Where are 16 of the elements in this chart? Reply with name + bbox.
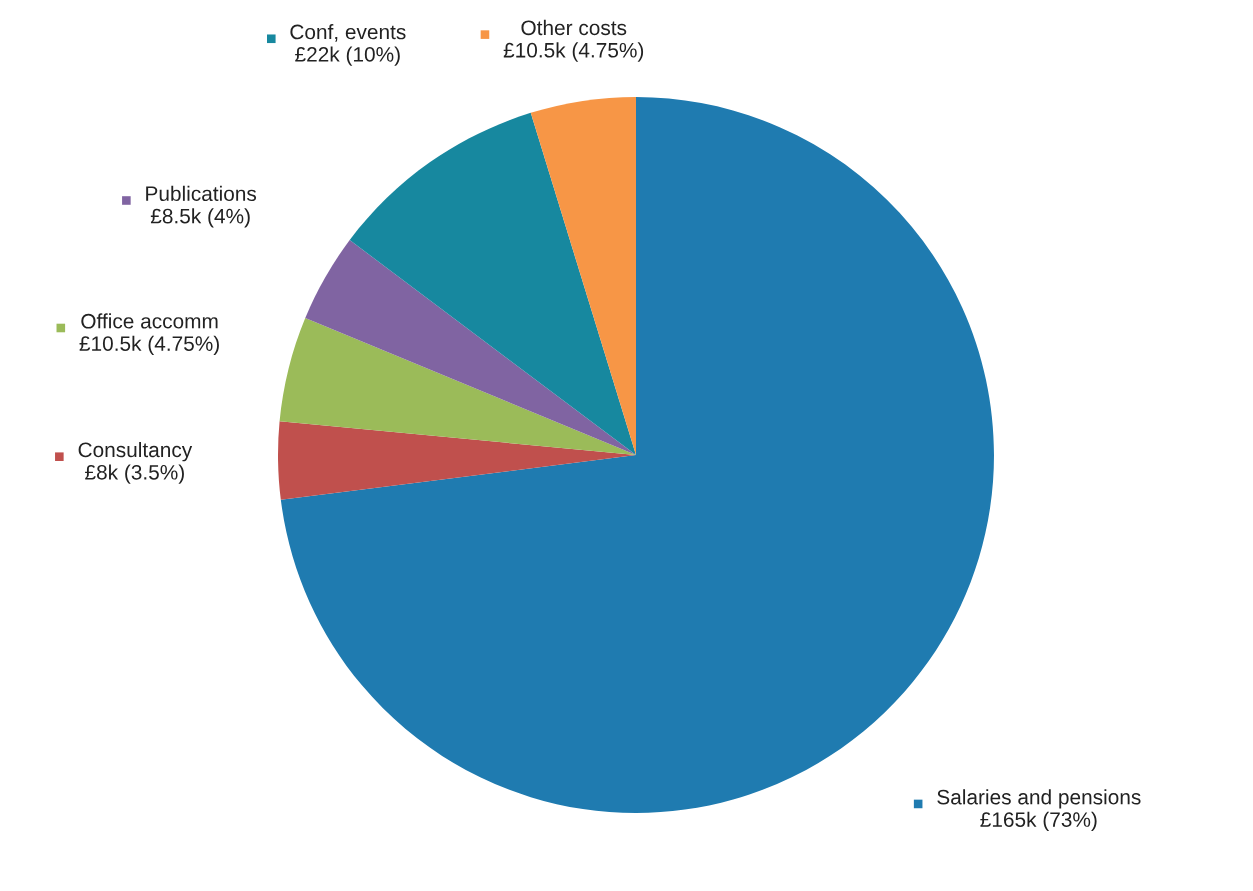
pie-slice [349,112,636,455]
legend-label: Other costs [521,19,627,36]
pie-slice [305,240,636,455]
data-label: £22k (10%) [295,46,400,66]
legend-label: Consultancy [78,441,193,462]
legend-label: Publications [146,185,257,202]
data-label: £8.5k (4%) [150,208,250,228]
legend-label: Office accomm [81,313,218,329]
legend-label: Salaries and pensions [937,789,1141,809]
data-label: £10.5k (4.75%) [503,42,644,62]
pie-slice [279,318,636,455]
legend-label: Conf, events [290,24,406,42]
data-label: £165k (73%) [980,811,1097,832]
pie-slice [530,97,636,455]
data-label: £8k (3.5%) [85,464,184,484]
data-label: £10.5k (4.75%) [79,335,219,356]
